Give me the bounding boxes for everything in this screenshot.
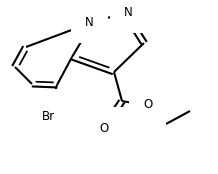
Text: O: O	[143, 98, 152, 112]
Text: N: N	[85, 15, 94, 29]
Text: Br: Br	[41, 110, 54, 124]
Text: O: O	[99, 121, 109, 135]
Text: N: N	[124, 6, 133, 19]
